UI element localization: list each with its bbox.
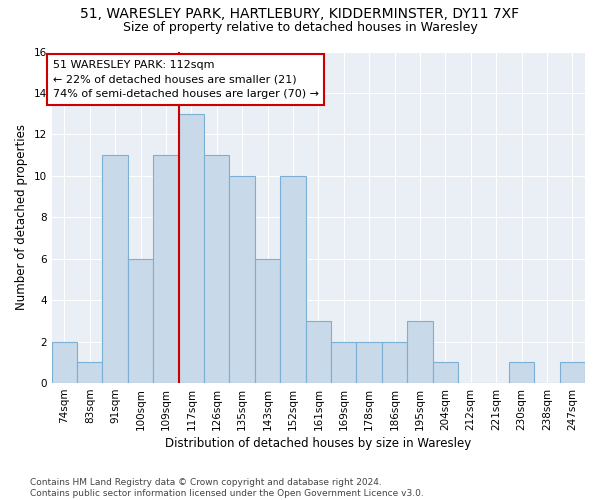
Bar (509, 362, 534, 383)
Bar (407, 321, 433, 383)
Bar (560, 362, 585, 383)
X-axis label: Distribution of detached houses by size in Waresley: Distribution of detached houses by size … (165, 437, 472, 450)
Bar (255, 258, 280, 383)
Bar (305, 321, 331, 383)
Bar (77, 362, 103, 383)
Bar (204, 155, 229, 383)
Text: 51, WARESLEY PARK, HARTLEBURY, KIDDERMINSTER, DY11 7XF: 51, WARESLEY PARK, HARTLEBURY, KIDDERMIN… (80, 8, 520, 22)
Y-axis label: Number of detached properties: Number of detached properties (15, 124, 28, 310)
Bar (128, 258, 153, 383)
Bar (382, 342, 407, 383)
Bar (103, 155, 128, 383)
Text: Size of property relative to detached houses in Waresley: Size of property relative to detached ho… (122, 21, 478, 34)
Bar (52, 342, 77, 383)
Bar (433, 362, 458, 383)
Bar (179, 114, 204, 383)
Bar (229, 176, 255, 383)
Bar (153, 155, 179, 383)
Bar (280, 176, 305, 383)
Text: 51 WARESLEY PARK: 112sqm
← 22% of detached houses are smaller (21)
74% of semi-d: 51 WARESLEY PARK: 112sqm ← 22% of detach… (53, 60, 319, 100)
Text: Contains HM Land Registry data © Crown copyright and database right 2024.
Contai: Contains HM Land Registry data © Crown c… (30, 478, 424, 498)
Bar (356, 342, 382, 383)
Bar (331, 342, 356, 383)
